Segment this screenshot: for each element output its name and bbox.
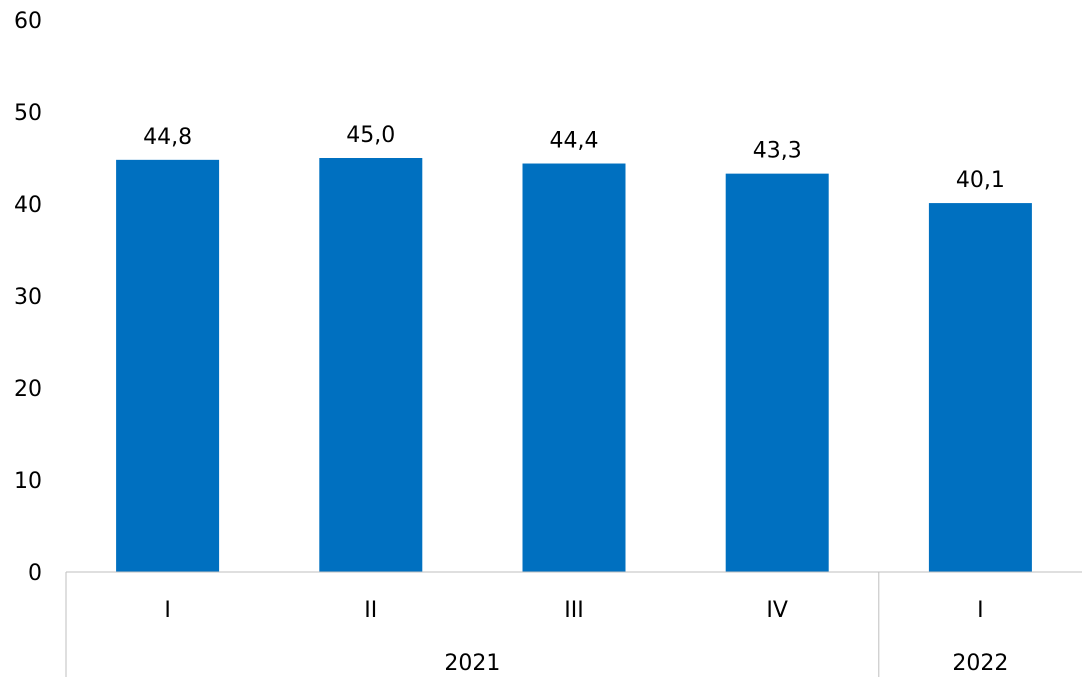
data-label: 44,8 <box>143 125 192 150</box>
y-tick-label: 60 <box>14 9 42 34</box>
data-label: 40,1 <box>956 168 1005 193</box>
bar <box>522 163 626 572</box>
x-tick-label: II <box>364 598 377 623</box>
bar <box>116 159 220 572</box>
data-label: 44,4 <box>550 129 599 154</box>
bar <box>725 173 829 572</box>
y-tick-label: 30 <box>14 285 42 310</box>
y-tick-label: 10 <box>14 469 42 494</box>
bars <box>116 158 1032 572</box>
y-tick-label: 40 <box>14 193 42 218</box>
x-group-label: 2022 <box>952 651 1008 676</box>
y-tick-label: 20 <box>14 377 42 402</box>
y-tick-label: 0 <box>28 561 42 586</box>
data-labels: 44,8 45,0 44,4 43,3 40,1 <box>143 123 1005 193</box>
x-tick-label: I <box>977 598 984 623</box>
data-label: 43,3 <box>753 139 802 164</box>
x-tick-label: III <box>564 598 583 623</box>
y-axis-ticks: 0 10 20 30 40 50 60 <box>14 9 42 586</box>
bar <box>928 203 1032 572</box>
bar <box>319 158 423 572</box>
x-group-label: 2021 <box>444 651 500 676</box>
data-label: 45,0 <box>346 123 395 148</box>
y-tick-label: 50 <box>14 101 42 126</box>
x-tick-label: I <box>164 598 171 623</box>
x-tick-label: IV <box>766 598 788 623</box>
